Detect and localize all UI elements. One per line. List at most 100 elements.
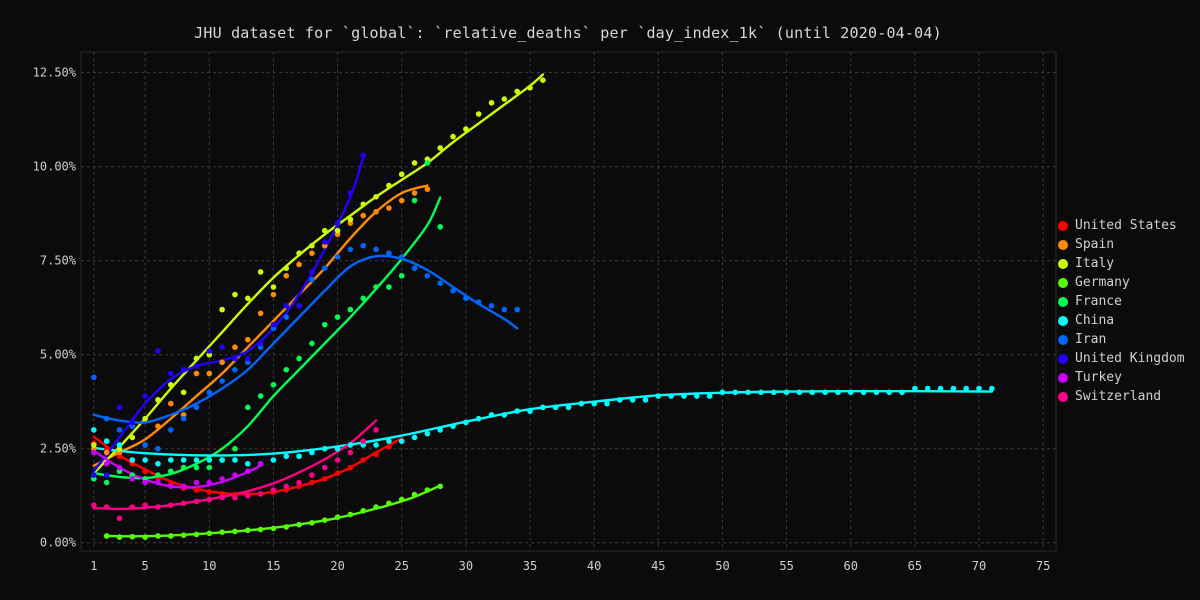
data-point-6 [386,250,392,256]
legend-label: Spain [1075,237,1115,252]
data-point-7 [270,321,277,328]
data-point-9 [129,504,136,510]
data-point-5 [552,404,559,411]
legend-label: China [1075,313,1115,328]
x-tick-label: 5 [142,559,149,573]
legend-label: Switzerland [1075,389,1162,404]
y-tick-label: 12.50% [33,66,77,80]
data-point-1 [257,310,264,317]
data-point-0 [142,468,148,475]
data-point-4 [360,295,367,302]
data-point-5 [681,393,687,399]
data-point-4 [309,340,315,347]
data-point-3 [398,496,405,503]
data-point-9 [321,464,328,471]
data-point-6 [463,295,469,302]
data-point-1 [386,205,392,211]
data-point-5 [411,434,418,441]
data-point-1 [103,449,110,456]
legend-label: Italy [1075,256,1115,271]
plot-frame [80,51,1057,552]
data-point-3 [142,534,148,540]
data-point-0 [347,464,354,471]
data-point-9 [219,494,225,501]
data-point-8 [180,483,187,490]
data-point-8 [168,483,174,490]
data-point-9 [270,487,277,493]
data-point-5 [129,457,136,463]
data-point-9 [360,438,367,444]
data-point-5 [693,393,700,399]
data-point-0 [373,451,379,458]
data-point-6 [334,254,341,260]
data-point-2 [155,397,161,403]
y-tick-label: 0.00% [40,536,77,550]
data-point-4 [386,284,392,290]
data-point-6 [309,276,315,283]
data-point-5 [732,389,739,396]
legend-marker [1058,372,1068,383]
data-point-7 [257,340,264,347]
data-point-1 [360,212,367,219]
data-point-5 [937,385,944,392]
data-point-4 [411,197,418,204]
data-point-5 [617,397,623,403]
data-point-5 [91,427,97,433]
data-point-6 [475,299,482,305]
chart-legend: United States Spain Italy Germany France Chin… [1058,216,1185,406]
data-point-3 [193,531,200,538]
data-point-9 [168,502,174,508]
data-point-9 [373,427,379,433]
data-point-2 [527,84,533,91]
data-point-7 [168,370,174,377]
data-point-5 [193,457,200,463]
data-point-2 [514,88,520,95]
data-point-6 [347,246,354,253]
y-tick-label: 5.00% [40,348,77,362]
data-point-2 [411,160,418,166]
x-tick-label: 15 [266,559,280,573]
legend-marker [1058,277,1068,288]
data-point-9 [206,496,213,503]
data-point-9 [103,504,110,510]
data-point-3 [437,483,444,490]
data-point-2 [129,434,136,441]
data-point-3 [155,533,161,539]
data-point-9 [347,449,354,456]
data-point-5 [950,385,957,392]
data-point-7 [232,355,238,362]
data-point-2 [386,182,392,189]
legend-marker [1058,391,1068,402]
data-point-5 [873,389,880,396]
x-tick-label: 1 [90,559,97,573]
data-point-1 [232,344,238,350]
legend-marker [1058,334,1068,345]
data-point-3 [360,507,367,514]
data-point-8 [116,464,123,471]
data-point-6 [398,254,405,260]
data-point-2 [373,193,379,200]
data-point-5 [309,449,315,456]
data-point-4 [321,321,328,328]
data-point-2 [488,99,495,106]
data-point-3 [180,532,187,539]
data-point-9 [334,457,341,463]
data-point-5 [745,389,751,396]
data-point-5 [219,457,225,463]
legend-label: Iran [1075,332,1107,347]
data-point-6 [168,427,174,433]
data-point-1 [411,190,418,196]
legend-marker [1058,296,1068,307]
data-point-6 [424,272,431,279]
x-tick-label: 20 [330,559,344,573]
data-point-1 [168,400,174,407]
data-point-8 [206,479,213,486]
legend-item: Switzerland [1058,387,1185,406]
data-point-7 [103,472,110,478]
data-point-5 [270,457,277,463]
data-point-4 [424,160,431,166]
data-point-7 [321,239,328,245]
data-point-6 [180,415,187,422]
data-point-6 [321,265,328,272]
data-point-1 [424,186,431,193]
